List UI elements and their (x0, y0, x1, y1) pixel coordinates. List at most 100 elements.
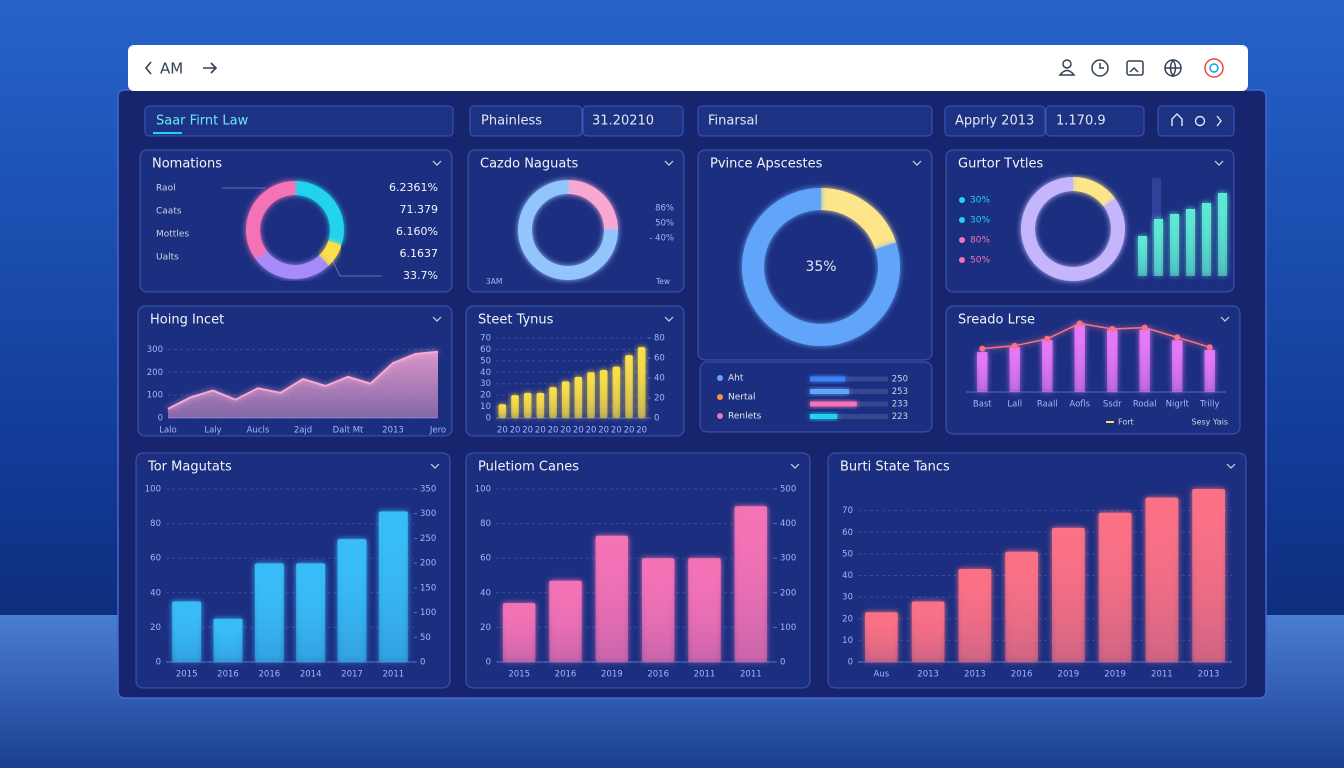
filter-box[interactable] (1045, 105, 1145, 137)
bar (498, 404, 507, 418)
bar (561, 381, 570, 418)
bar (1005, 551, 1038, 662)
readout: 253 (892, 387, 908, 397)
side-label: Ualts (156, 253, 179, 263)
panel (467, 149, 685, 293)
bar (254, 563, 284, 662)
y2-tick-label: 250 (420, 534, 436, 544)
panel-menu[interactable] (430, 463, 440, 469)
panel (139, 149, 453, 293)
line-point (1141, 324, 1148, 331)
bar (1218, 193, 1227, 276)
panel-menu[interactable] (432, 160, 442, 166)
panel-menu[interactable] (1214, 160, 1224, 166)
x-tick-label: Aofls (1069, 400, 1090, 410)
panel-menu[interactable] (432, 316, 442, 322)
y2-tick-label: 100 (420, 608, 436, 618)
panel-title: Sreado Lrse (958, 313, 1035, 328)
bar (1052, 527, 1085, 662)
bar (595, 535, 629, 662)
panel-title: Burti State Tancs (840, 460, 950, 475)
x-tick-label: 2016 (217, 670, 239, 680)
refresh-button[interactable] (1194, 115, 1206, 127)
bar (911, 601, 945, 662)
donut-segment (518, 180, 618, 280)
bar (1009, 347, 1020, 392)
donut-center-label: 35% (805, 259, 836, 275)
panel-menu[interactable] (664, 316, 674, 322)
y-tick-label: 20 (480, 391, 491, 401)
side-label: Mottles (156, 230, 189, 240)
bar (502, 603, 536, 662)
bar (810, 414, 838, 419)
x-tick-label: 2015 (508, 670, 530, 680)
footer-label: Tew (655, 277, 670, 286)
x-tick-label: 20 (497, 426, 508, 436)
globe-icon[interactable] (1164, 59, 1182, 78)
y-tick-label: 40 (480, 368, 491, 378)
panel-menu[interactable] (912, 160, 922, 166)
x-tick-label: 2016 (259, 670, 281, 680)
x-tick-label: Nigrlt (1166, 400, 1190, 410)
line-point (1174, 334, 1181, 341)
y-tick-label: 200 (147, 368, 163, 378)
y2-tick-label: 20 (654, 394, 665, 404)
x-tick-label: Ssdr (1103, 400, 1122, 410)
forward-button[interactable] (203, 62, 218, 74)
y-tick-label: 100 (145, 485, 161, 495)
next-button[interactable] (1216, 115, 1222, 127)
top-bar-title: AM (160, 60, 183, 78)
panel-title: Pvince Apscestes (710, 157, 823, 172)
y2-tick-label: 100 (780, 623, 796, 633)
y-tick-label: 80 (150, 519, 161, 529)
panel-title: Puletiom Canes (478, 460, 579, 475)
y-tick-label: 80 (480, 519, 491, 529)
settings-icon[interactable] (1204, 58, 1224, 78)
panel-menu[interactable] (1220, 316, 1230, 322)
area-line (167, 350, 439, 410)
x-tick-label: 2013 (382, 426, 404, 436)
x-tick-label: 2019 (1058, 670, 1080, 680)
legend-label: 30% (970, 196, 990, 206)
filter-box[interactable] (944, 105, 1046, 137)
home-button[interactable] (1171, 113, 1183, 126)
filter-box[interactable] (144, 105, 454, 137)
panel-menu[interactable] (790, 463, 800, 469)
x-tick-label: 2019 (601, 670, 623, 680)
y2-tick-label: 300 (420, 509, 436, 519)
donut-segment (1021, 177, 1125, 281)
panel-title: Tor Magutats (147, 460, 232, 475)
y-tick-label: 40 (842, 571, 853, 581)
bar (637, 347, 646, 418)
bar (641, 558, 675, 662)
y-tick-label: 50 (480, 356, 491, 366)
x-tick-label: Laly (204, 426, 221, 436)
image-icon[interactable] (1126, 60, 1144, 76)
user-icon[interactable] (1058, 59, 1076, 76)
y2-tick-label: 0 (654, 414, 659, 424)
side-label: Caats (156, 207, 182, 217)
bar (1186, 209, 1195, 276)
x-tick-label: 2013 (917, 670, 939, 680)
x-tick-label: 20 (586, 426, 597, 436)
panel-menu[interactable] (664, 160, 674, 166)
panel-menu[interactable] (1226, 463, 1236, 469)
panel (945, 305, 1241, 435)
x-tick-label: Rodal (1133, 400, 1157, 410)
clock-icon[interactable] (1091, 59, 1109, 77)
y-tick-label: 60 (480, 554, 491, 564)
bar (977, 352, 988, 392)
x-tick-label: 2014 (300, 670, 322, 680)
y-tick-label: 50 (842, 549, 853, 559)
y-tick-label: 40 (480, 588, 491, 598)
filter-box[interactable] (582, 105, 684, 137)
x-tick-label: 2011 (1151, 670, 1173, 680)
back-button[interactable] (144, 61, 152, 75)
bar-track (810, 376, 888, 382)
y-tick-label: 60 (150, 554, 161, 564)
filter-box[interactable] (697, 105, 933, 137)
x-tick-label: 20 (548, 426, 559, 436)
bar (688, 558, 721, 662)
filter-box[interactable] (469, 105, 583, 137)
